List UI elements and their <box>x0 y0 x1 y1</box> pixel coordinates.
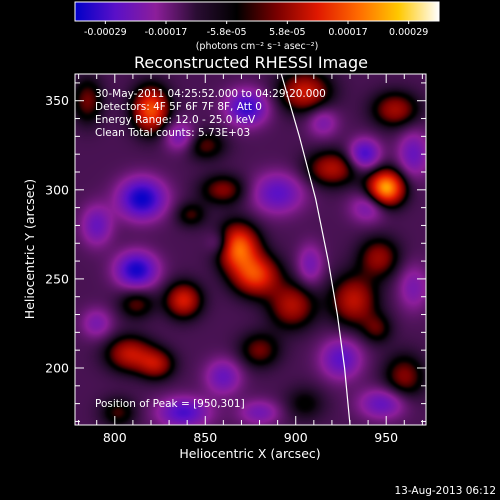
colorbar-tick-label: 0.00017 <box>328 27 367 38</box>
heatmap-image <box>75 74 426 425</box>
clean-info-text: Clean Total counts: 5.73E+03 <box>95 127 250 139</box>
y-tick-label: 300 <box>45 182 69 197</box>
y-tick-label: 250 <box>45 271 69 286</box>
colorbar-tick-label: -0.00029 <box>84 27 127 38</box>
plot-area: 800 850 900 950 200 250 300 350 <box>45 73 427 445</box>
y-tick-label: 200 <box>45 360 69 375</box>
info-annotations: 30-May-2011 04:25:52.000 to 04:29:20.000… <box>95 88 326 410</box>
x-tick-label: 800 <box>103 430 127 445</box>
energy-range-text: Energy Range: 12.0 - 25.0 keV <box>95 114 256 126</box>
x-tick-label: 850 <box>193 430 217 445</box>
colorbar-tick-label: -0.00017 <box>145 27 188 38</box>
time-range-text: 30-May-2011 04:25:52.000 to 04:29:20.000 <box>95 88 326 100</box>
x-axis-label: Heliocentric X (arcsec) <box>179 446 320 461</box>
axis-ticks: 800 850 900 950 200 250 300 350 <box>45 74 426 445</box>
x-tick-label: 950 <box>374 430 398 445</box>
colorbar-tick-label: -5.8e-05 <box>207 27 247 38</box>
plot-frame <box>74 73 427 426</box>
colorbar-gradient <box>74 1 440 22</box>
solar-limb-curve <box>280 74 351 425</box>
colorbar-unit-label: (photons cm⁻² s⁻¹ asec⁻²) <box>196 41 319 52</box>
peak-position-text: Position of Peak = [950,301] <box>95 398 245 410</box>
footer-timestamp: 13-Aug-2013 06:12 <box>394 485 496 497</box>
y-tick-label: 350 <box>45 93 69 108</box>
colorbar-ticks: -0.00029 -0.00017 -5.8e-05 5.8e-05 0.00017 0.… <box>84 21 428 38</box>
y-axis-label: Heliocentric Y (arcsec) <box>22 179 37 319</box>
chart-title: Reconstructed RHESSI Image <box>134 53 368 72</box>
detectors-text: Detectors: 4F 5F 6F 7F 8F, Att 0 <box>95 101 262 113</box>
x-tick-label: 900 <box>284 430 308 445</box>
colorbar: -0.00029 -0.00017 -5.8e-05 5.8e-05 0.00017 0.… <box>74 1 440 52</box>
colorbar-tick-label: 0.00029 <box>389 27 428 38</box>
colorbar-tick-label: 5.8e-05 <box>269 27 305 38</box>
